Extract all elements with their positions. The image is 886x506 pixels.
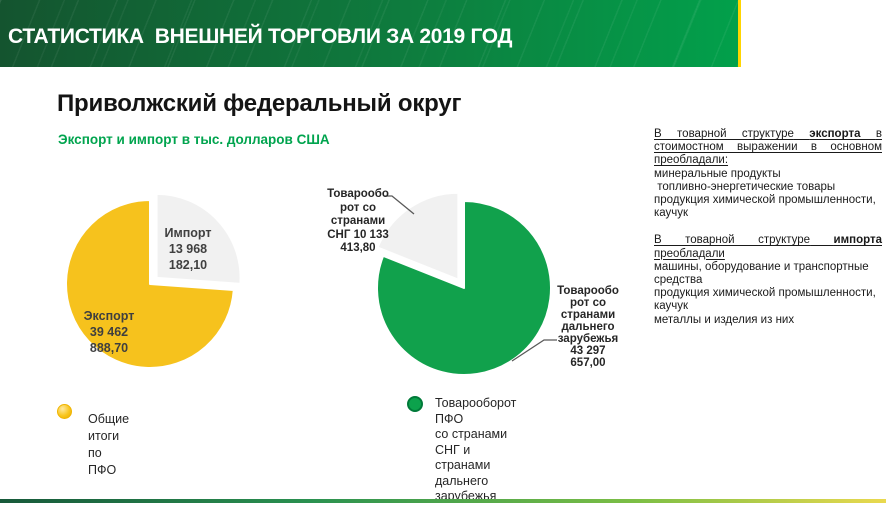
banner-title: СТАТИСТИКА ВНЕШНЕЙ ТОРГОВЛИ ЗА 2019 ГОД bbox=[8, 25, 513, 48]
export-heading-prefix: В товарной структуре bbox=[654, 128, 794, 140]
export-item: продукция химической промышленности, кау… bbox=[654, 194, 879, 220]
import-item: металлы и изделия из них bbox=[654, 313, 795, 326]
green-legend-bullet-icon bbox=[407, 396, 423, 412]
legend-right-label: Товарооборот ПФО со странами СНГ и стран… bbox=[435, 396, 517, 503]
header-banner: СТАТИСТИКА ВНЕШНЕЙ ТОРГОВЛИ ЗА 2019 ГОД bbox=[0, 0, 741, 67]
pie-slice-товарооборот-со-странами-снг bbox=[376, 191, 460, 281]
legend-left-label: Общие итоги по ПФО bbox=[88, 412, 130, 477]
export-structure-paragraph: В товарной структуре экспорта в стоимост… bbox=[654, 128, 882, 220]
chart-units-subtitle: Экспорт и импорт в тыс. долларов США bbox=[58, 132, 330, 147]
import-item: машины, оборудование и транспортные сред… bbox=[654, 260, 872, 287]
pie-slice-экспорт bbox=[65, 199, 235, 369]
cis-slice-label: Товарообо рот со странами СНГ 10 133 413… bbox=[327, 188, 389, 254]
export-heading-suffix: в стоимостном выражении в основном преоб… bbox=[654, 128, 882, 167]
leader-line-cis bbox=[384, 195, 415, 215]
import-item: продукция химической промышленности, кау… bbox=[654, 287, 879, 313]
commodity-structure-notes: В товарной структуре экспорта в стоимост… bbox=[654, 128, 882, 327]
yellow-legend-bullet-icon bbox=[57, 404, 72, 419]
import-heading-bold-word: импорта bbox=[833, 234, 882, 247]
import-slice-label: Импорт 13 968 182,10 bbox=[164, 226, 212, 272]
import-heading-prefix: В товарной структуре bbox=[654, 234, 811, 247]
bottom-accent-bar bbox=[0, 499, 886, 503]
import-structure-heading: В товарной структуре импорта преобладали bbox=[654, 234, 882, 260]
export-heading-bold-word: экспорта bbox=[809, 128, 861, 140]
export-structure-heading: В товарной структуре экспорта в стоимост… bbox=[654, 128, 882, 168]
leader-line-far-abroad bbox=[511, 339, 557, 362]
export-slice-label: Экспорт 39 462 888,70 bbox=[83, 309, 135, 355]
export-item: минеральные продукты bbox=[654, 167, 781, 180]
exports-imports-pie bbox=[65, 192, 242, 369]
import-structure-paragraph: В товарной структуре импорта преобладали… bbox=[654, 234, 882, 326]
import-heading-suffix: преобладали bbox=[654, 247, 725, 260]
export-item: топливно-энергетические товары bbox=[654, 180, 836, 193]
far-abroad-slice-label: Товарообо рот со странами дальнего заруб… bbox=[557, 285, 619, 369]
pie-slice-импорт bbox=[155, 192, 242, 285]
page-title: Приволжский федеральный округ bbox=[57, 90, 462, 117]
